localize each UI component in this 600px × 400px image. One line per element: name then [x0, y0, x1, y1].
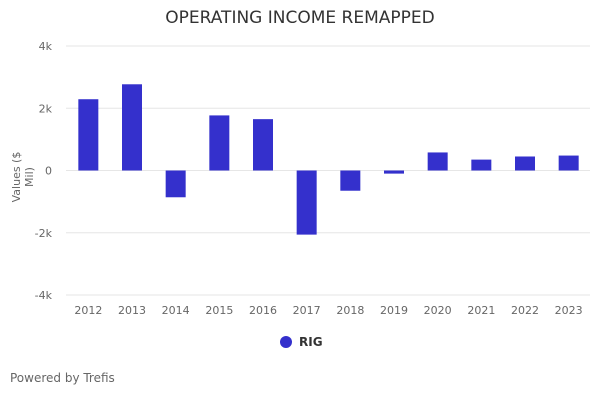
x-tick-label: 2018 [336, 304, 364, 317]
legend-item-rig[interactable]: RIG [280, 335, 323, 349]
bar-2014 [165, 170, 186, 198]
chart-title: OPERATING INCOME REMAPPED [165, 8, 435, 28]
x-tick-label: 2023 [555, 304, 583, 317]
y-tick-label: -4k [35, 289, 53, 302]
bar-2017 [296, 170, 317, 235]
x-tick-label: 2022 [511, 304, 539, 317]
x-tick-label: 2014 [162, 304, 190, 317]
x-tick-label: 2013 [118, 304, 146, 317]
x-tick-label: 2021 [467, 304, 495, 317]
bar-2013 [122, 84, 142, 171]
bar-2019 [384, 170, 404, 174]
y-tick-label: 4k [39, 40, 53, 53]
bar-2012 [78, 99, 99, 171]
x-tick-label: 2020 [424, 304, 452, 317]
x-tick-label: 2017 [293, 304, 321, 317]
bar-2016 [253, 119, 273, 171]
y-tick-label: 2k [39, 102, 53, 115]
powered-by-credit: Powered by Trefis [10, 371, 115, 385]
x-tick-label: 2019 [380, 304, 408, 317]
x-tick-label: 2015 [205, 304, 233, 317]
y-tick-label: -2k [35, 227, 53, 240]
bar-2015 [209, 115, 230, 171]
y-tick-label: 0 [45, 165, 52, 178]
bar-2018 [340, 170, 361, 191]
x-tick-label: 2012 [74, 304, 102, 317]
x-tick-label: 2016 [249, 304, 277, 317]
bar-2023 [558, 155, 579, 171]
bar-2022 [515, 156, 535, 171]
legend-label: RIG [299, 335, 323, 349]
legend-marker-icon [280, 336, 292, 348]
bar-2020 [427, 152, 448, 171]
bar-2021 [471, 159, 492, 171]
